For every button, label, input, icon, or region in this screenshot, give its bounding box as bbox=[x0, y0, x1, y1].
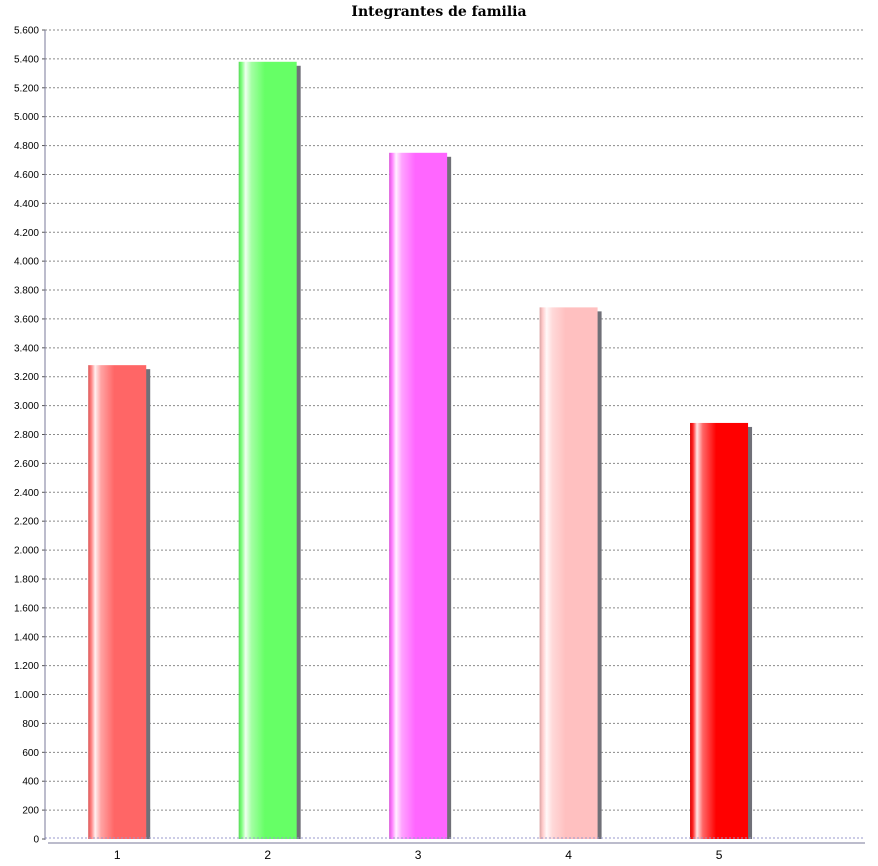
y-tick-label: 4.200 bbox=[14, 228, 39, 239]
x-tick-label: 2 bbox=[264, 848, 271, 862]
y-tick-label: 3.800 bbox=[14, 286, 39, 297]
y-tick-label: 1.400 bbox=[14, 632, 39, 643]
y-tick-label: 5.400 bbox=[14, 54, 39, 65]
bars-layer bbox=[88, 61, 753, 839]
y-tick-label: 4.800 bbox=[14, 141, 39, 152]
y-tick-label: 2.400 bbox=[14, 488, 39, 499]
bar-2 bbox=[238, 61, 297, 839]
x-tick-label: 5 bbox=[716, 848, 723, 862]
y-tick-label: 3.000 bbox=[14, 401, 39, 412]
y-tick-label: 4.600 bbox=[14, 170, 39, 181]
y-tick-label: 1.200 bbox=[14, 661, 39, 672]
y-tick-label: 2.600 bbox=[14, 459, 39, 470]
y-tick-label: 2.000 bbox=[14, 546, 39, 557]
y-tick-label: 5.200 bbox=[14, 83, 39, 94]
y-tick-label: 1.600 bbox=[14, 603, 39, 614]
bar-1 bbox=[88, 365, 147, 839]
grid-layer bbox=[45, 29, 865, 811]
y-tick-label: 3.600 bbox=[14, 314, 39, 325]
chart-title: Integrantes de familia bbox=[351, 4, 527, 20]
bar-5 bbox=[690, 422, 749, 839]
y-tick-label: 0 bbox=[33, 835, 39, 846]
y-tick-label: 2.800 bbox=[14, 430, 39, 441]
y-tick-label: 2.200 bbox=[14, 517, 39, 528]
y-tick-label: 4.000 bbox=[14, 257, 39, 268]
bar-4 bbox=[539, 307, 598, 839]
y-tick-label: 5.000 bbox=[14, 112, 39, 123]
y-tick-label: 400 bbox=[22, 777, 39, 788]
y-tick-label: 1.800 bbox=[14, 574, 39, 585]
y-tick-label: 3.200 bbox=[14, 372, 39, 383]
x-tick-label: 4 bbox=[565, 848, 572, 862]
y-tick-label: 1.000 bbox=[14, 690, 39, 701]
y-tick-label: 600 bbox=[22, 748, 39, 759]
axes-layer: 0 200 400 600 800 1.000 1.200 1.400 1.600 1.800 2.… bbox=[14, 26, 865, 862]
y-tick-label: 200 bbox=[22, 806, 39, 817]
y-tick-label: 3.400 bbox=[14, 343, 39, 354]
x-tick-label: 3 bbox=[415, 848, 422, 862]
y-tick-label: 5.600 bbox=[14, 26, 39, 37]
y-tick-label: 4.400 bbox=[14, 199, 39, 210]
bar-3 bbox=[389, 152, 448, 839]
y-tick-label: 800 bbox=[22, 719, 39, 730]
x-tick-label: 1 bbox=[114, 848, 121, 862]
